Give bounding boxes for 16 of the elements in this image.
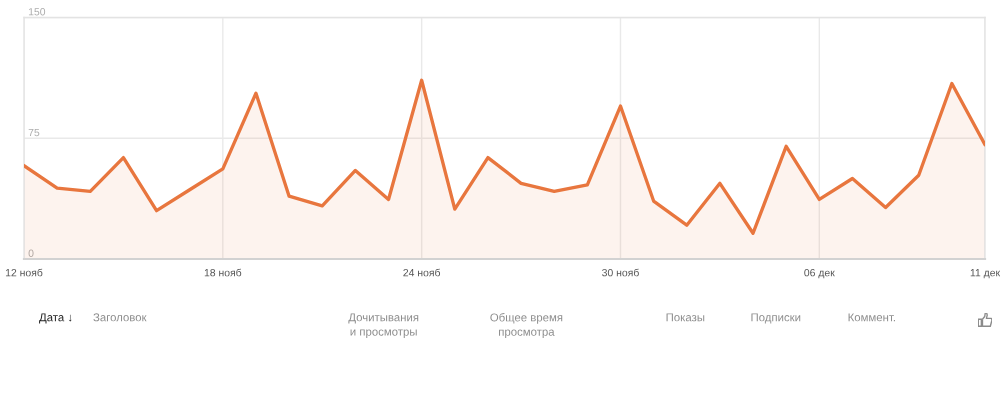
y-tick-label: 150 (28, 8, 46, 16)
text: Коммент. (848, 313, 895, 322)
y-tick-label: 0 (28, 249, 34, 257)
x-tick-label: 24 нояб (403, 268, 441, 277)
text: Показы (666, 313, 705, 322)
x-tick-label: 11 дек (970, 269, 1001, 279)
x-tick-label: 18 нояб (204, 268, 242, 277)
text: Заголовок (93, 313, 147, 322)
text: Дочитывания и просмотры (348, 313, 419, 338)
text: Дата ↓ (39, 313, 72, 324)
text: Общее время просмотра (490, 313, 563, 339)
x-tick-label: 12 нояб (5, 268, 43, 277)
text: Подписки (751, 313, 801, 324)
x-tick-label: 06 дек (804, 269, 835, 279)
x-tick-label: 30 нояб (602, 268, 639, 277)
y-tick-label: 75 (28, 128, 40, 137)
